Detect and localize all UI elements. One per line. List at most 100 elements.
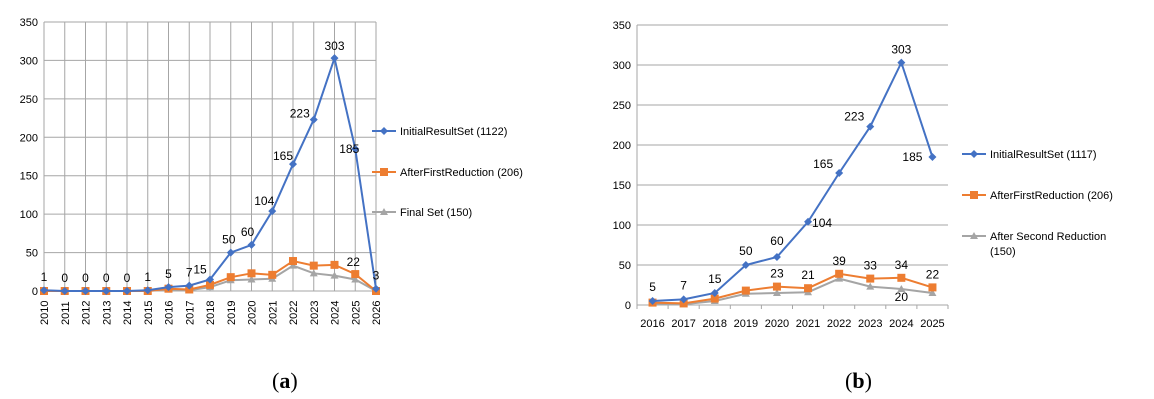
chart-b-ytick-label: 200: [613, 140, 631, 152]
chart-b-series-0-point: [710, 289, 719, 297]
chart-a-legend-item-1: AfterFirstReduction (206): [372, 167, 523, 179]
chart-b-xtick-label: 2020: [765, 318, 789, 330]
chart-a-series-0-point: [143, 286, 152, 295]
chart-b-legend-label: After Second Reduction (150): [990, 231, 1106, 258]
chart-a-series-0-point: [289, 160, 297, 169]
chart-b-data-label: 5: [649, 280, 656, 294]
chart-b-series-2-point: [772, 289, 781, 296]
chart-a-series-1-point: [289, 257, 297, 266]
chart-a-series-1-point: [268, 270, 277, 279]
chart-a-data-label: 15: [193, 262, 207, 276]
chart-b-legend-swatch-marker: [970, 150, 978, 158]
chart-b-data-label: 23: [770, 267, 784, 281]
chart-a-series-1-point: [351, 270, 360, 279]
chart-b-data-label: 165: [813, 157, 833, 171]
chart-a-legend-label: Final Set (150): [400, 207, 472, 219]
chart-b-series-1-line: [652, 272, 933, 305]
chart-b-data-label: 33: [864, 259, 878, 273]
chart-b-data-label: 223: [844, 110, 864, 124]
chart-b-legend-swatch-marker: [970, 191, 978, 199]
chart-a-xtick-label: 2010: [39, 301, 51, 325]
chart-a-legend-label: AfterFirstReduction (206): [400, 167, 523, 179]
chart-a-xtick-label: 2011: [60, 301, 72, 325]
chart-b-xtick-label: 2021: [796, 318, 820, 330]
chart-a-data-label: 223: [290, 107, 310, 121]
chart-a-data-label: 0: [61, 271, 68, 285]
chart-a-series-0-point: [268, 207, 277, 216]
chart-b-series-0-point: [772, 253, 781, 261]
chart-b-xtick-label: 2023: [858, 318, 882, 330]
chart-b-series-2-line: [652, 277, 933, 306]
panel-label-a: (a): [272, 368, 298, 393]
chart-b-data-label: 20: [895, 290, 909, 304]
chart-b-data-label: 21: [801, 268, 815, 282]
chart-a-legend-swatch-marker: [380, 127, 388, 135]
chart-b-series-2-point: [866, 282, 875, 290]
chart-a-series-1-point: [226, 273, 235, 282]
chart-a-series-0-point: [185, 281, 194, 290]
chart-a-series-0-point: [164, 283, 173, 292]
chart-a-legend-item-2: Final Set (150): [372, 207, 472, 219]
chart-a-legend-swatch-marker: [380, 168, 388, 176]
chart-a-xtick-label: 2022: [288, 301, 300, 325]
chart-a-xtick-label: 2015: [143, 301, 155, 325]
chart-a-series-2-point: [247, 275, 256, 283]
chart-a-series-2-point: [351, 275, 360, 283]
chart-b-xtick-label: 2019: [734, 318, 758, 330]
chart-b-legend-label: InitialResultSet (1117): [990, 149, 1097, 161]
chart-a-xtick-label: 2025: [350, 301, 362, 325]
chart-b-series-0: [648, 58, 937, 305]
chart-a-series-0-point: [40, 286, 48, 295]
chart-a-xtick-label: 2020: [247, 301, 259, 325]
chart-a-xtick-label: 2014: [122, 301, 134, 325]
chart-b-legend-item-2: After Second Reduction (150): [962, 231, 1106, 258]
chart-b-series-1-point: [897, 273, 906, 282]
chart-a-data-label: 165: [273, 149, 293, 163]
chart-b-data-label: 104: [812, 216, 832, 230]
chart-b-series-1-point: [804, 284, 813, 293]
chart-a-series-0-point: [206, 275, 214, 284]
chart-a-series-0-point: [123, 287, 131, 295]
chart-b-series-1-point: [679, 299, 688, 308]
chart-a-series-0-point: [351, 144, 360, 153]
chart-b-xtick-label: 2016: [640, 318, 664, 330]
chart-b-data-label: 60: [770, 234, 784, 248]
chart-a-data-label: 104: [254, 194, 274, 208]
chart-b-legend-swatch-marker: [970, 232, 978, 239]
chart-b-series-2-point: [928, 289, 937, 296]
chart-a-xtick-label: 2021: [267, 301, 279, 325]
chart-a-series-1-point: [330, 260, 339, 269]
chart-b-legend-label-line: After Second Reduction: [990, 231, 1106, 243]
chart-b-data-label: 34: [895, 258, 909, 272]
chart-b-ytick-label: 150: [613, 180, 631, 192]
chart-b-series-0-point: [866, 122, 875, 131]
chart-b-series-0-line: [652, 59, 934, 302]
chart-b-series-1-point: [772, 282, 781, 291]
chart-b-data-label: 50: [739, 244, 753, 258]
chart-a-series-2-point: [330, 271, 339, 279]
chart-a-data-label: 5: [165, 267, 172, 281]
chart-a-data-label: 22: [347, 255, 361, 269]
chart-b-series-1-point: [928, 283, 937, 292]
chart-a-series-1-point: [309, 261, 318, 270]
chart-a-xtick-label: 2013: [101, 301, 113, 325]
chart-a-data-label: 0: [124, 271, 131, 285]
chart-a-series-0: [40, 54, 380, 295]
chart-a-ytick-label: 300: [20, 55, 38, 67]
chart-a-xtick-label: 2016: [164, 301, 176, 325]
chart-a-ytick-label: 250: [20, 94, 38, 106]
chart-b-series-1-point: [710, 294, 719, 303]
chart-b-data-label: 22: [926, 267, 940, 281]
chart-b-series-1-point: [741, 286, 750, 295]
chart-b-xtick-label: 2017: [671, 318, 695, 330]
chart-a-xtick-label: 2023: [309, 301, 321, 325]
chart-b-ytick-label: 100: [613, 220, 631, 232]
chart-b-series-0-point: [741, 261, 750, 269]
chart-a-legend-item-0: InitialResultSet (1122): [372, 126, 507, 138]
chart-a-series-0-point: [226, 248, 235, 257]
chart-b-data-label: 7: [680, 278, 687, 292]
chart-a-series-1-point: [247, 269, 256, 278]
chart-a-xtick-label: 2019: [226, 301, 238, 325]
